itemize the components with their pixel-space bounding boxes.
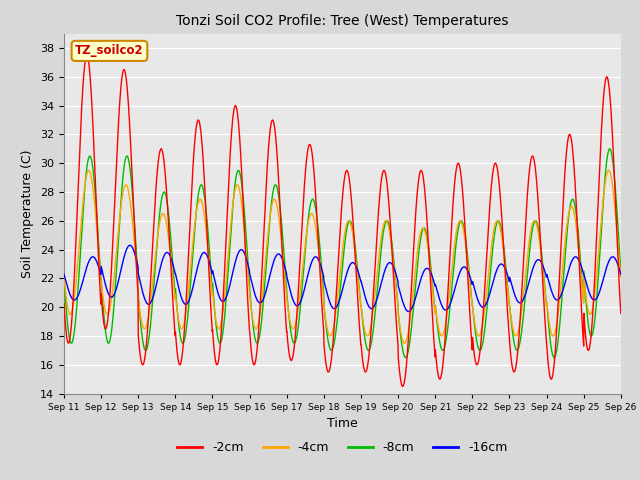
Legend: -2cm, -4cm, -8cm, -16cm: -2cm, -4cm, -8cm, -16cm xyxy=(172,436,513,459)
Y-axis label: Soil Temperature (C): Soil Temperature (C) xyxy=(22,149,35,278)
Title: Tonzi Soil CO2 Profile: Tree (West) Temperatures: Tonzi Soil CO2 Profile: Tree (West) Temp… xyxy=(176,14,509,28)
Text: TZ_soilco2: TZ_soilco2 xyxy=(75,44,144,58)
X-axis label: Time: Time xyxy=(327,417,358,430)
